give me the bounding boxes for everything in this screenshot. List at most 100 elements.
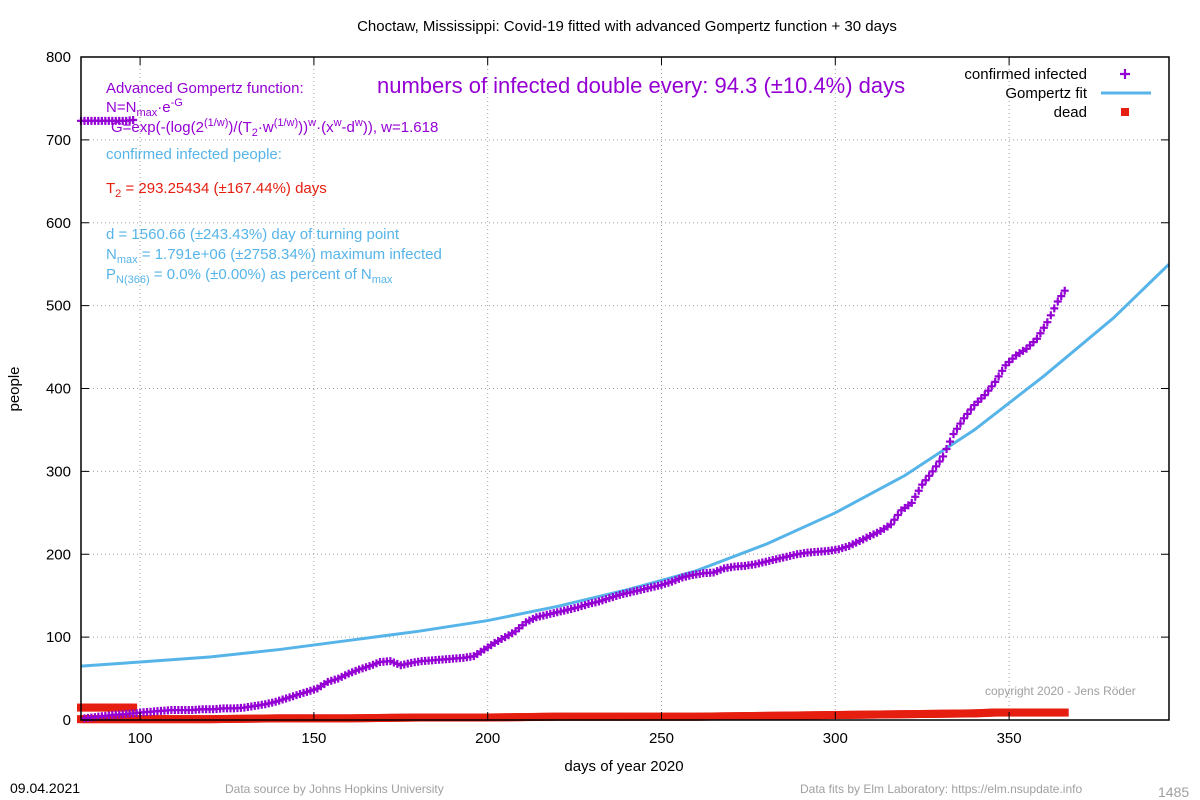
y-tick-label: 800 xyxy=(46,49,71,66)
infected-point xyxy=(1060,286,1069,295)
nmax-sub: max xyxy=(116,254,138,266)
y-tick-label: 100 xyxy=(46,629,71,646)
infected-point xyxy=(984,386,993,395)
formula-g-b: (1/w) xyxy=(203,117,229,129)
dead-point xyxy=(1060,708,1069,717)
formula-n-sup: -G xyxy=(170,97,183,109)
y-tick-label: 0 xyxy=(63,712,71,729)
infected-point xyxy=(980,391,989,400)
y-tick-label: 600 xyxy=(46,215,71,232)
formula-n: N=Nmax·e-G xyxy=(106,97,183,119)
infected-point xyxy=(893,511,902,520)
infected-point xyxy=(939,452,948,461)
formula-g-j: w xyxy=(333,117,342,129)
infected-point xyxy=(886,520,895,529)
formula-g-g: )) xyxy=(298,119,309,136)
legend-label: dead xyxy=(1054,104,1087,121)
formula-g-m: )), w=1.618 xyxy=(362,119,439,136)
infected-point xyxy=(1043,318,1052,327)
formula-g: G=exp(-(log(2(1/w))/(T2·w(1/w)))w·(xw-dw… xyxy=(111,117,438,139)
infected-point xyxy=(1050,304,1059,313)
x-tick-label: 200 xyxy=(475,730,500,747)
infected-point xyxy=(1032,334,1041,343)
gompertz-fit-series xyxy=(80,263,1171,668)
legend-label: Gompertz fit xyxy=(1005,85,1088,102)
infected-point xyxy=(959,414,968,423)
percent-line: PN(366) = 0.0% (±0.00%) as percent of Nm… xyxy=(106,266,393,286)
formula-g-e: ·w xyxy=(257,119,274,136)
infected-point xyxy=(1036,329,1045,338)
infected-point xyxy=(911,492,920,501)
footer-source: Data source by Johns Hopkins University xyxy=(225,782,444,796)
copyright-note: copyright 2020 - Jens Röder xyxy=(985,684,1136,698)
formula-g-a: G=exp(-(log(2 xyxy=(111,119,204,136)
infected-point xyxy=(1046,311,1055,320)
infected-point xyxy=(890,515,899,524)
infected-point xyxy=(921,476,930,485)
formula-n-text: N=N xyxy=(106,99,137,116)
x-tick-label: 150 xyxy=(301,730,326,747)
formula-g-c: )/(T xyxy=(228,119,252,136)
chart-title: Choctaw, Mississippi: Covid-19 fitted wi… xyxy=(357,18,897,35)
formula-n-rest: ·e xyxy=(157,99,171,116)
gompertz-fit-line xyxy=(80,263,1171,668)
confirmed-infected-label: confirmed infected people: xyxy=(106,146,282,163)
infected-point xyxy=(1039,323,1048,332)
y-tick-label: 500 xyxy=(46,298,71,315)
y-tick-label: 400 xyxy=(46,381,71,398)
infected-point xyxy=(129,115,138,124)
infected-point xyxy=(914,486,923,495)
formula-g-k: -d xyxy=(341,119,355,136)
formula-g-d: 2 xyxy=(251,127,258,139)
infected-point xyxy=(935,457,944,466)
infected-point xyxy=(925,471,934,480)
infected-point xyxy=(907,498,916,507)
doubling-headline: numbers of infected double every: 94.3 (… xyxy=(377,73,906,98)
y-tick-label: 700 xyxy=(46,132,71,149)
formula-g-l: w xyxy=(354,117,363,129)
infected-point xyxy=(963,409,972,418)
nmax-prefix: N xyxy=(106,246,117,263)
legend-label: confirmed infected xyxy=(964,66,1087,83)
footer-counter: 1485 xyxy=(1158,784,1190,800)
formula-g-i: ·(x xyxy=(316,119,334,136)
formula-g-h: w xyxy=(308,117,317,129)
nmax-rest: = 1.791e+06 (±2758.34%) maximum infected xyxy=(137,246,442,263)
x-axis-label: days of year 2020 xyxy=(564,758,683,775)
infected-point xyxy=(946,437,955,446)
axis-ticks: 100 150 200 250 300 350 0 100 200 300 400 500 600 700… xyxy=(46,49,1169,747)
infected-point xyxy=(1053,297,1062,306)
infected-point xyxy=(928,467,937,476)
x-tick-label: 350 xyxy=(997,730,1022,747)
footer-date: 09.04.2021 xyxy=(10,780,81,796)
p-mid: = 0.0% (±0.00%) as percent of N xyxy=(149,266,372,283)
formula-g-f: (1/w) xyxy=(273,117,299,129)
infected-point xyxy=(998,366,1007,375)
x-tick-label: 250 xyxy=(649,730,674,747)
infected-point xyxy=(918,480,927,489)
t2-rest: = 293.25434 (±167.44%) days xyxy=(121,180,327,197)
infected-point xyxy=(932,462,941,471)
nmax-line: Nmax = 1.791e+06 (±2758.34%) maximum inf… xyxy=(106,246,442,266)
formula-title: Advanced Gompertz function: xyxy=(106,80,304,97)
t2-line: T2 = 293.25434 (±167.44%) days xyxy=(106,180,327,200)
dead-point xyxy=(129,703,138,712)
legend: confirmed infected Gompertz fit dead xyxy=(964,66,1151,121)
t2-sub: 2 xyxy=(115,188,122,200)
infected-point xyxy=(987,382,996,391)
confirmed-infected-series xyxy=(77,115,1069,723)
infected-point xyxy=(1057,292,1066,301)
legend-marker-dead xyxy=(1121,108,1129,116)
x-tick-label: 100 xyxy=(128,730,153,747)
legend-marker-infected xyxy=(1120,69,1130,79)
infected-point xyxy=(956,419,965,428)
p-sub2: max xyxy=(371,274,393,286)
infected-point xyxy=(966,405,975,414)
footer-fits: Data fits by Elm Laboratory: https://elm… xyxy=(800,782,1083,796)
grid-lines xyxy=(81,57,1169,720)
p-prefix: P xyxy=(106,266,117,283)
infected-point xyxy=(994,372,1003,381)
p-sub: N(366) xyxy=(116,274,150,286)
y-tick-label: 200 xyxy=(46,546,71,563)
